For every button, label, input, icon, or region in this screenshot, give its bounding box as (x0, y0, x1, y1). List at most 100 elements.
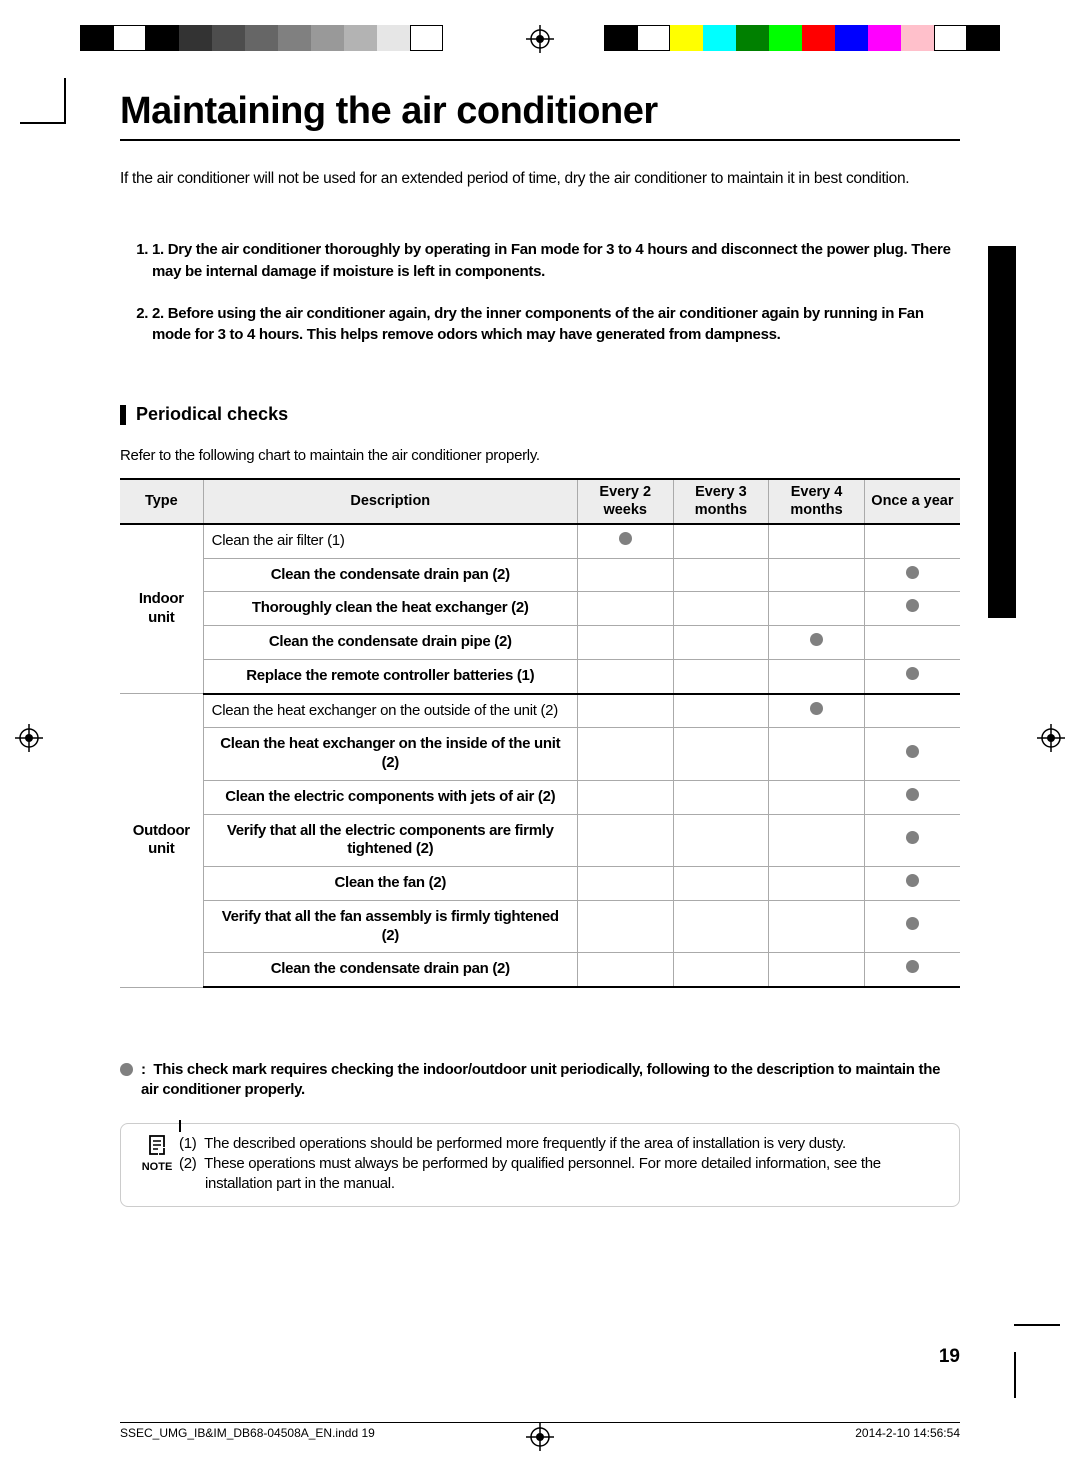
table-row: Thoroughly clean the heat exchanger (2) (120, 592, 960, 626)
check-cell (864, 814, 960, 867)
type-cell: Outdoorunit (120, 694, 203, 988)
description-cell: Clean the fan (2) (203, 867, 577, 901)
footer-filename: SSEC_UMG_IB&IM_DB68-04508A_EN.indd 19 (120, 1426, 375, 1440)
table-row: Clean the fan (2) (120, 867, 960, 901)
note-box: NOTE (1) The described operations should… (120, 1123, 960, 1208)
legend: : This check mark requires checking the … (120, 1060, 960, 1101)
check-cell (673, 524, 769, 558)
check-dot-icon (906, 831, 919, 844)
color-swatch (934, 25, 967, 51)
crop-mark (20, 122, 66, 124)
color-swatch (802, 25, 835, 51)
table-row: Clean the electric components with jets … (120, 780, 960, 814)
table-row: IndoorunitClean the air filter (1) (120, 524, 960, 558)
color-swatch (967, 25, 1000, 51)
check-dot-icon (906, 599, 919, 612)
check-cell (769, 728, 865, 781)
color-swatch (278, 25, 311, 51)
check-cell (864, 867, 960, 901)
table-row: Verify that all the fan assembly is firm… (120, 900, 960, 953)
type-cell: Indoorunit (120, 524, 203, 694)
description-cell: Clean the heat exchanger on the outside … (203, 694, 577, 728)
check-cell (864, 694, 960, 728)
check-cell (673, 953, 769, 987)
table-header: Type (120, 479, 203, 524)
check-cell (577, 953, 673, 987)
color-swatch (113, 25, 146, 51)
note-tick (179, 1120, 181, 1132)
color-swatch (604, 25, 637, 51)
page-content: Maintaining the air conditioner If the a… (120, 90, 960, 1356)
color-swatch (835, 25, 868, 51)
check-cell (769, 694, 865, 728)
table-row: Clean the condensate drain pan (2) (120, 953, 960, 987)
title-rule (120, 139, 960, 141)
check-cell (673, 814, 769, 867)
intro-text: If the air conditioner will not be used … (120, 169, 960, 189)
check-cell (673, 728, 769, 781)
instruction-item: 2. Before using the air conditioner agai… (152, 303, 960, 347)
check-cell (577, 814, 673, 867)
note-item: (2) These operations must always be perf… (179, 1154, 945, 1195)
check-cell (769, 814, 865, 867)
print-footer: SSEC_UMG_IB&IM_DB68-04508A_EN.indd 19 20… (120, 1422, 960, 1440)
table-row: Clean the heat exchanger on the inside o… (120, 728, 960, 781)
check-cell (769, 659, 865, 693)
color-swatch (769, 25, 802, 51)
check-cell (769, 900, 865, 953)
color-calibration-strip (604, 25, 1000, 51)
check-cell (577, 626, 673, 660)
color-swatch (736, 25, 769, 51)
check-dot-icon (906, 566, 919, 579)
color-swatch (868, 25, 901, 51)
description-cell: Clean the condensate drain pipe (2) (203, 626, 577, 660)
description-cell: Clean the condensate drain pan (2) (203, 953, 577, 987)
table-header: Description (203, 479, 577, 524)
color-swatch (637, 25, 670, 51)
table-row: OutdoorunitClean the heat exchanger on t… (120, 694, 960, 728)
check-dot-icon (810, 633, 823, 646)
color-swatch (80, 25, 113, 51)
table-row: Replace the remote controller batteries … (120, 659, 960, 693)
check-cell (673, 592, 769, 626)
maintenance-table: TypeDescriptionEvery 2weeksEvery 3months… (120, 478, 960, 988)
color-swatch (670, 25, 703, 51)
section-bar-icon (120, 405, 126, 425)
crop-mark (1014, 1324, 1060, 1326)
check-cell (769, 953, 865, 987)
color-swatch (703, 25, 736, 51)
description-cell: Clean the condensate drain pan (2) (203, 558, 577, 592)
check-cell (577, 592, 673, 626)
check-cell (577, 524, 673, 558)
description-cell: Clean the heat exchanger on the inside o… (203, 728, 577, 781)
check-cell (673, 694, 769, 728)
description-cell: Clean the electric components with jets … (203, 780, 577, 814)
note-label: NOTE (135, 1134, 179, 1195)
check-cell (864, 626, 960, 660)
check-cell (577, 780, 673, 814)
instruction-list: 1. Dry the air conditioner thoroughly by… (120, 239, 960, 346)
color-swatch (311, 25, 344, 51)
description-cell: Verify that all the electric components … (203, 814, 577, 867)
check-dot-icon (906, 745, 919, 758)
color-swatch (410, 25, 443, 51)
check-cell (577, 659, 673, 693)
check-cell (769, 626, 865, 660)
check-cell (577, 694, 673, 728)
color-swatch (377, 25, 410, 51)
crop-mark (64, 78, 66, 124)
table-header: Every 2weeks (577, 479, 673, 524)
color-swatch (146, 25, 179, 51)
check-cell (577, 558, 673, 592)
check-dot-icon (906, 667, 919, 680)
registration-target-icon (1037, 724, 1065, 752)
check-cell (864, 592, 960, 626)
check-cell (864, 524, 960, 558)
legend-dot-icon (120, 1063, 133, 1076)
footer-timestamp: 2014-2-10 14:56:54 (855, 1426, 960, 1440)
check-cell (673, 558, 769, 592)
check-cell (769, 867, 865, 901)
section-header: Periodical checks (120, 404, 960, 425)
page-number: 19 (939, 1346, 960, 1368)
color-swatch (245, 25, 278, 51)
